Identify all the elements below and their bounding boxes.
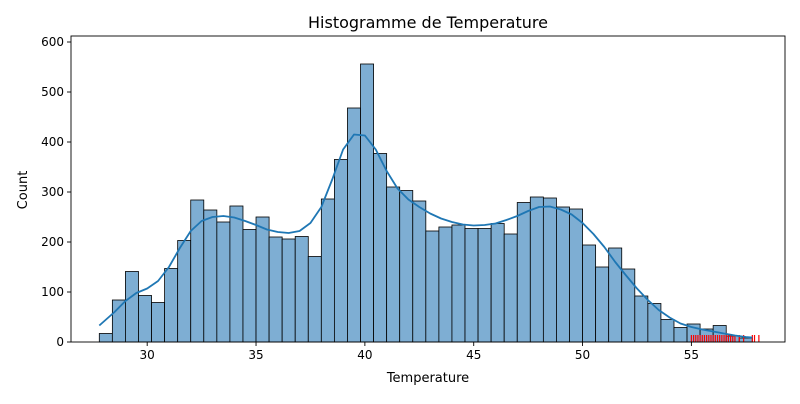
histogram-bar: [138, 295, 152, 343]
x-tick-label: 35: [248, 348, 263, 362]
y-tick-label: 200: [41, 235, 64, 249]
histogram-bar: [673, 327, 688, 343]
histogram-bar: [255, 216, 270, 343]
histogram-bar: [177, 240, 192, 343]
histogram-bar: [307, 256, 322, 343]
histogram-bar: [281, 238, 296, 343]
histogram-bar: [386, 186, 401, 343]
histogram-bar: [151, 302, 166, 343]
histogram-bar: [125, 271, 139, 343]
histogram-bar: [464, 228, 479, 343]
y-tick-label: 300: [41, 185, 64, 199]
y-tick-label: 400: [41, 135, 64, 149]
plot-frame: [70, 35, 786, 343]
x-tick-label: 50: [575, 348, 590, 362]
x-tick-label: 40: [357, 348, 372, 362]
histogram-bar: [412, 200, 427, 343]
kde-line: [98, 133, 753, 339]
x-tick-label: 55: [684, 348, 699, 362]
histogram-bar: [490, 223, 505, 343]
histogram-bar: [216, 221, 231, 343]
histogram-bar: [556, 206, 570, 343]
histogram-bar: [569, 208, 583, 343]
histogram-bar: [660, 319, 675, 343]
histogram-bar: [425, 230, 440, 343]
y-axis-label: Count: [16, 171, 31, 210]
histogram-bar: [294, 236, 309, 343]
histogram-bar: [203, 209, 218, 343]
histogram-bar: [451, 224, 466, 343]
histogram-bar: [242, 229, 257, 343]
axes-layer: [70, 35, 786, 343]
histogram-bar: [399, 190, 414, 343]
histogram-bar: [634, 295, 649, 343]
histogram-bar: [373, 153, 388, 343]
histogram-bar: [477, 228, 492, 343]
histogram-bar: [529, 196, 544, 343]
histogram-bar: [333, 159, 348, 343]
histogram-bar: [320, 198, 335, 343]
histogram-bar: [268, 236, 283, 343]
histogram-bar: [738, 337, 753, 343]
histogram-bar: [503, 233, 518, 343]
histogram-bar: [595, 266, 610, 343]
histogram-bar: [229, 205, 244, 343]
x-axis-label: Temperature: [386, 371, 469, 386]
histogram-bar: [347, 107, 361, 343]
histogram-bar: [542, 197, 557, 343]
histogram-bar: [111, 299, 126, 343]
kde-layer: [98, 133, 753, 339]
histogram-bar: [438, 226, 453, 343]
y-tick-label: 0: [56, 335, 64, 349]
histogram-bar: [621, 268, 636, 343]
histogram-bar: [98, 333, 113, 343]
markers-layer: [690, 335, 760, 342]
y-tick-label: 600: [41, 35, 64, 49]
histogram-bar: [164, 268, 179, 343]
histogram-bar: [516, 202, 531, 343]
x-tick-label: 45: [466, 348, 481, 362]
y-tick-label: 500: [41, 85, 64, 99]
histogram-bar: [582, 244, 597, 343]
x-tick-label: 30: [140, 348, 155, 362]
histogram-bar: [360, 63, 374, 343]
ticks-layer: 30 35 40 45 50 55 0 100 200 300 400 500 600: [41, 35, 699, 362]
chart-title: Histogramme de Temperature: [308, 13, 548, 32]
y-tick-label: 100: [41, 285, 64, 299]
bars-layer: [98, 63, 753, 343]
